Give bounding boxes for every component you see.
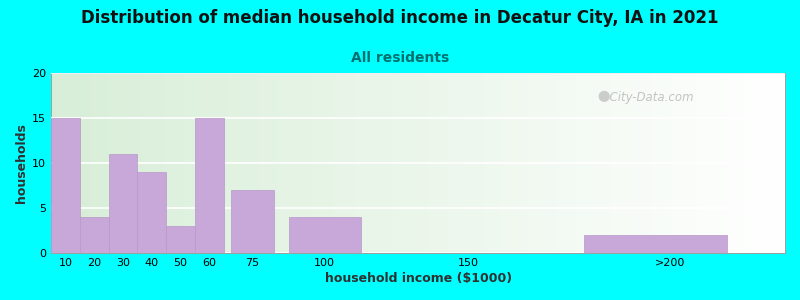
Bar — [51, 118, 80, 253]
Bar — [80, 217, 109, 253]
Bar — [583, 235, 727, 253]
X-axis label: household income ($1000): household income ($1000) — [325, 272, 512, 285]
Bar — [231, 190, 274, 253]
Text: City-Data.com: City-Data.com — [602, 91, 693, 104]
Text: ⬤: ⬤ — [598, 91, 610, 102]
Bar — [138, 172, 166, 253]
Text: Distribution of median household income in Decatur City, IA in 2021: Distribution of median household income … — [82, 9, 718, 27]
Bar — [166, 226, 195, 253]
Bar — [109, 154, 138, 253]
Bar — [195, 118, 224, 253]
Bar — [289, 217, 361, 253]
Y-axis label: households: households — [15, 123, 28, 203]
Text: All residents: All residents — [351, 51, 449, 65]
